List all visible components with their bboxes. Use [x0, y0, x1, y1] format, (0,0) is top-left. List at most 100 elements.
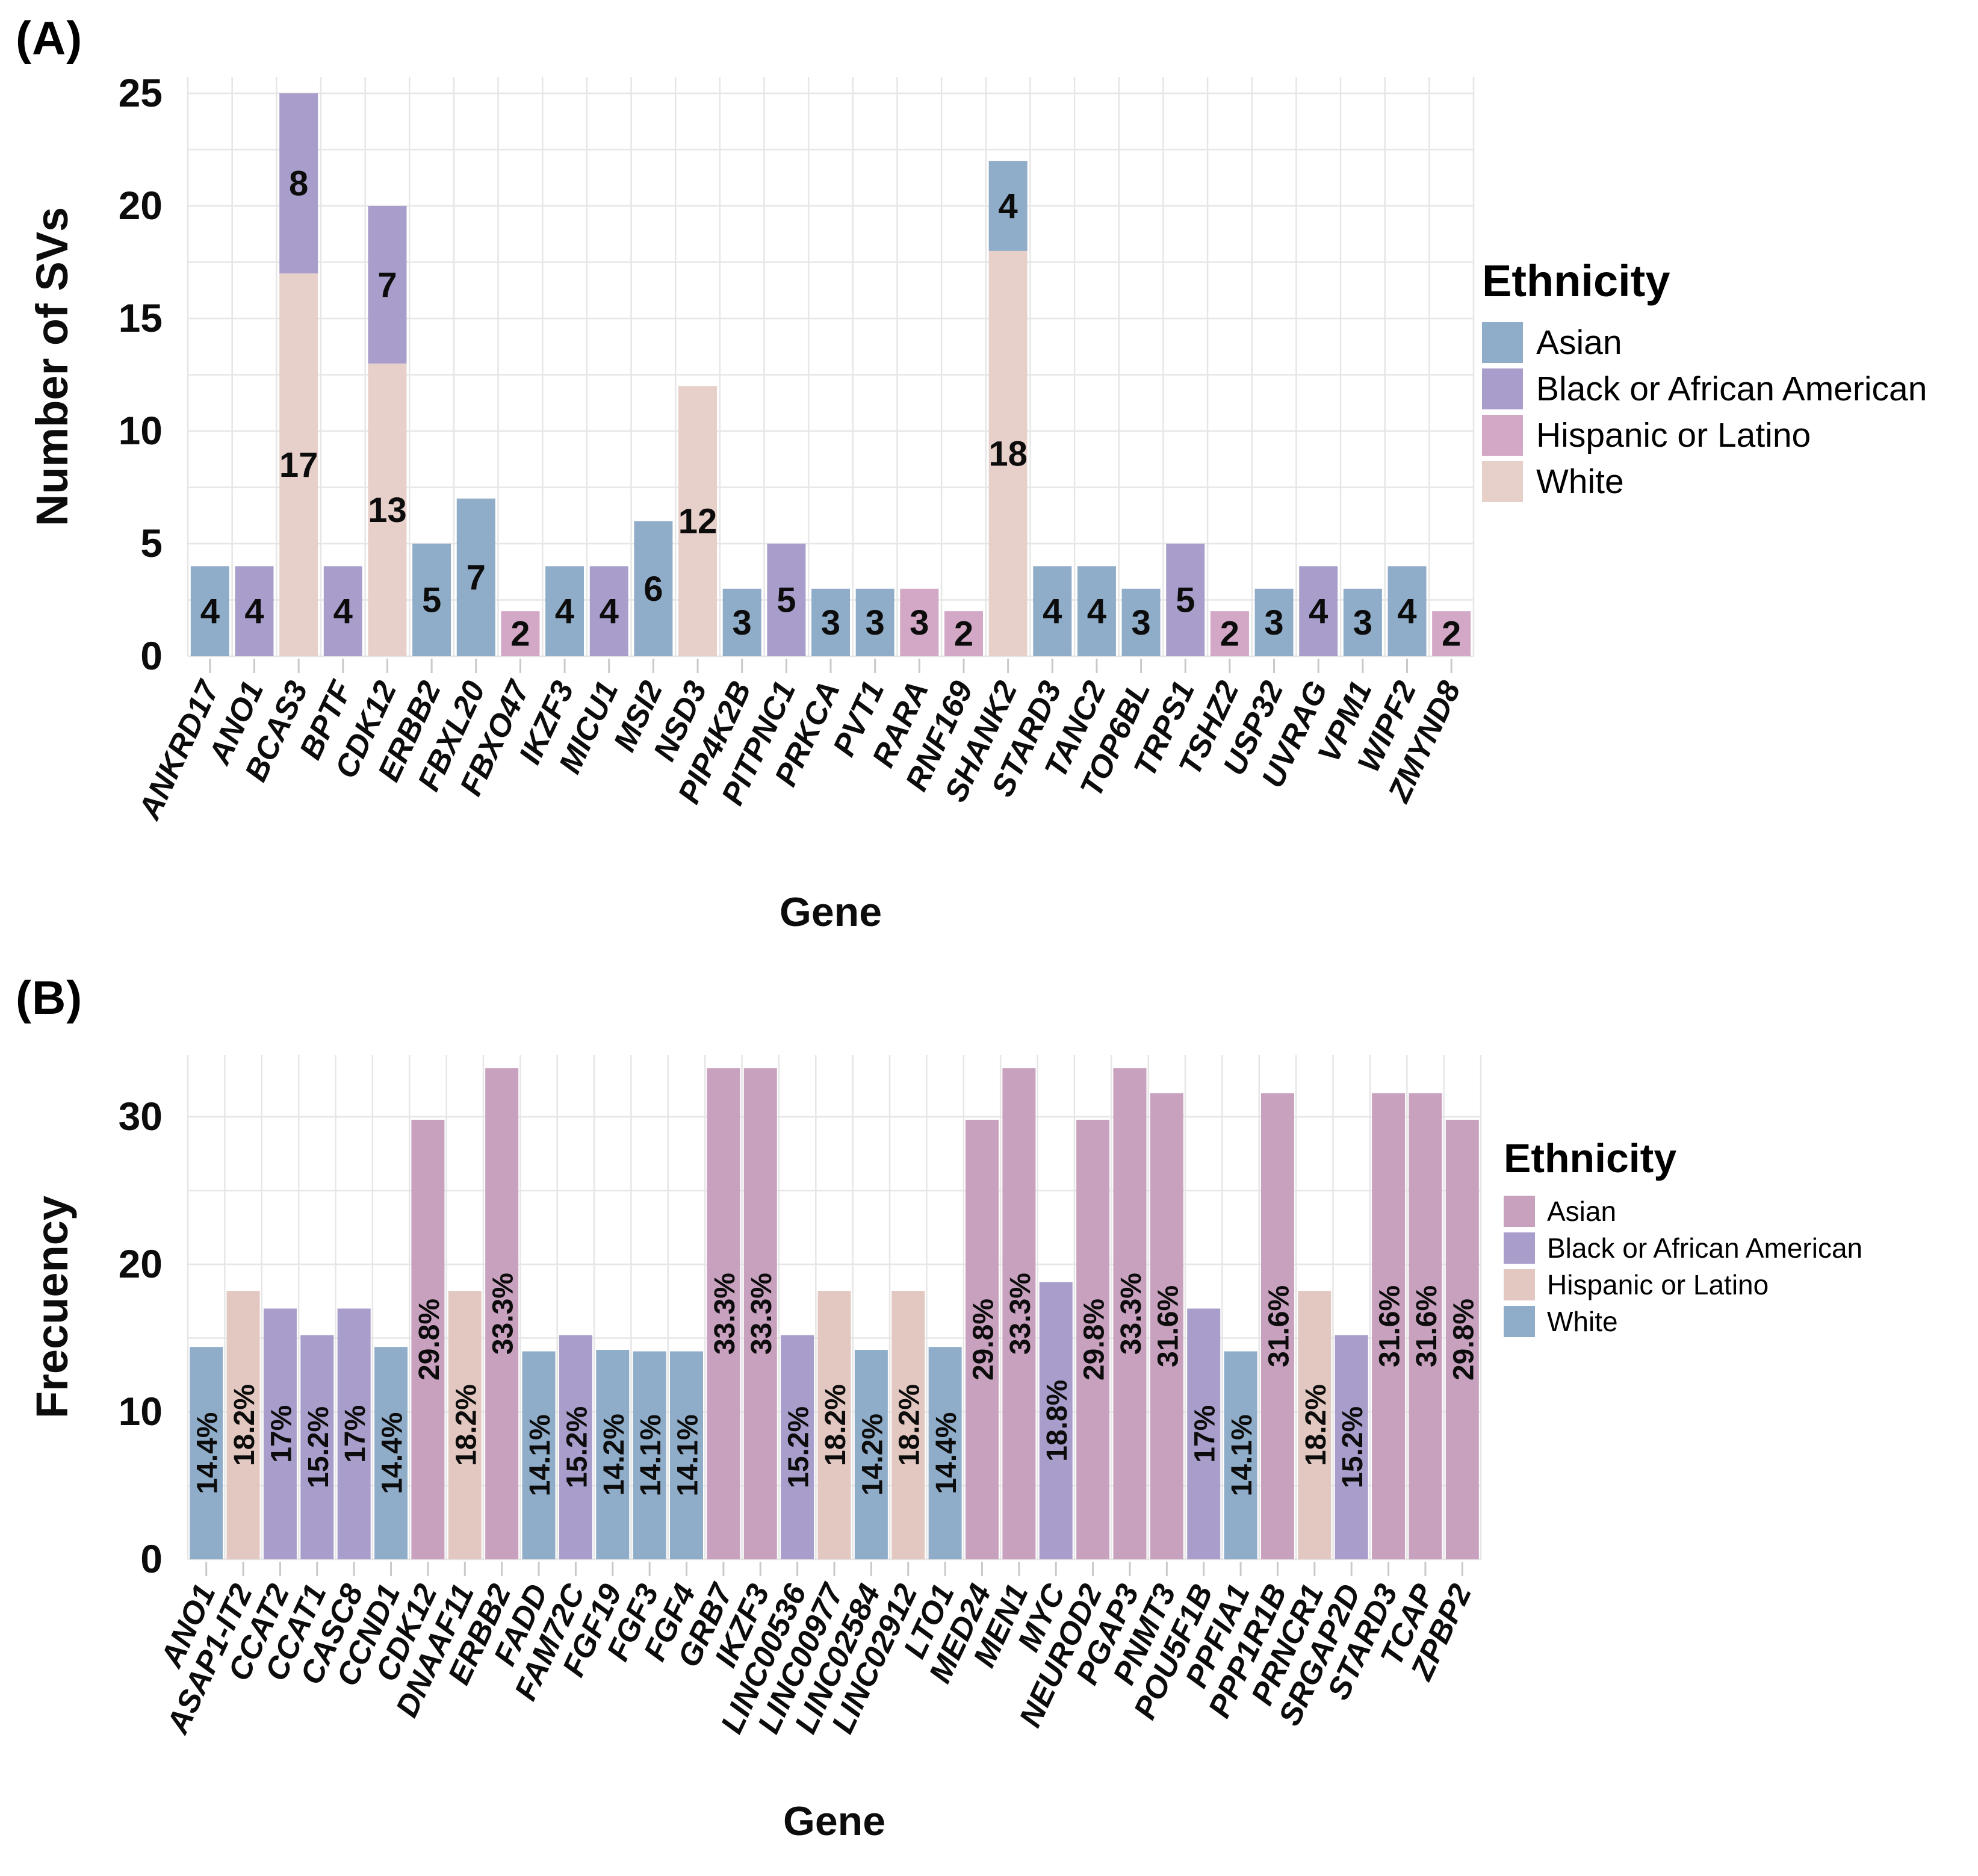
legend-item-label: White	[1536, 462, 1624, 501]
bar-segment	[965, 1119, 999, 1559]
bar-value-label: 4	[200, 592, 220, 631]
legend-item-white: White	[1482, 461, 1927, 502]
bar-segment	[854, 1350, 888, 1559]
x-axis-title: Gene	[780, 889, 882, 935]
black-or-african-american-swatch	[1504, 1232, 1535, 1264]
bar-value-label: 29.8%	[967, 1299, 999, 1381]
bar-segment	[368, 206, 407, 364]
legend-item-label: Asian	[1547, 1196, 1617, 1227]
bar-segment	[190, 566, 229, 656]
bar-value-label: 31.6%	[1411, 1285, 1443, 1367]
bar-value-label: 14.1%	[672, 1414, 704, 1496]
bar-segment	[811, 588, 850, 656]
bar-segment	[300, 1335, 334, 1559]
asian-swatch	[1482, 322, 1523, 363]
bar-value-label: 3	[910, 603, 929, 642]
bar-segment	[279, 273, 318, 656]
bar-value-label: 3	[1131, 603, 1150, 642]
bar-value-label: 33.3%	[488, 1273, 519, 1355]
bar-value-label: 18.2%	[229, 1384, 261, 1466]
bar-value-label: 33.3%	[709, 1273, 741, 1355]
bar-value-label: 4	[998, 187, 1017, 226]
bar-value-label: 18	[988, 434, 1028, 473]
legend-item-white: White	[1504, 1305, 1862, 1338]
bar-segment	[1254, 588, 1294, 656]
bar-segment	[337, 1308, 371, 1559]
bar-value-label: 7	[377, 266, 397, 305]
bar-segment	[368, 363, 407, 656]
y-tick-label: 5	[140, 521, 163, 565]
bar-value-label: 4	[1309, 592, 1328, 631]
bar-value-label: 31.6%	[1152, 1285, 1184, 1367]
white-swatch	[1504, 1306, 1535, 1337]
legend-panel-b: Ethnicity Asian Black or African America…	[1504, 1135, 1862, 1342]
bar-value-label: 6	[643, 570, 663, 609]
bar-value-label: 4	[333, 592, 353, 631]
bar-segment	[263, 1308, 297, 1559]
bar-segment	[855, 588, 894, 656]
bar-value-label: 31.6%	[1263, 1285, 1295, 1367]
bar-value-label: 2	[1442, 615, 1461, 654]
bar-segment	[944, 611, 983, 656]
bar-value-label: 14.1%	[1226, 1414, 1258, 1496]
legend-item-label: Black or African American	[1536, 370, 1927, 408]
legend-item-label: Hispanic or Latino	[1547, 1269, 1769, 1300]
y-tick-label: 30	[119, 1094, 163, 1138]
y-tick-label: 15	[119, 296, 163, 340]
bar-segment	[891, 1291, 925, 1559]
bar-value-label: 18.2%	[1300, 1384, 1332, 1466]
bar-value-label: 15.2%	[1337, 1406, 1369, 1488]
legend-item-asian: Asian	[1482, 322, 1927, 363]
panel-b-tag: (B)	[16, 971, 83, 1024]
bar-segment	[634, 521, 673, 656]
bar-segment	[678, 386, 718, 656]
bar-segment	[928, 1347, 962, 1559]
bar-value-label: 14.2%	[857, 1414, 888, 1496]
bar-segment	[1002, 1068, 1036, 1559]
bar-value-label: 14.4%	[377, 1412, 409, 1494]
bar-value-label: 13	[368, 491, 407, 530]
legend-item-label: White	[1547, 1306, 1618, 1337]
bar-segment	[781, 1335, 814, 1559]
bar-value-label: 15.2%	[783, 1406, 815, 1488]
bar-value-label: 31.6%	[1374, 1285, 1406, 1367]
bar-value-label: 18.8%	[1041, 1380, 1073, 1462]
legend-b-title: Ethnicity	[1504, 1135, 1677, 1181]
y-tick-label: 10	[119, 408, 163, 453]
bar-segment	[1039, 1282, 1073, 1559]
bar-segment	[988, 161, 1028, 251]
bar-value-label: 3	[733, 603, 752, 642]
bar-segment	[1445, 1119, 1479, 1559]
bar-value-label: 14.4%	[931, 1412, 963, 1494]
black-or-african-american-swatch	[1482, 368, 1523, 409]
bar-segment	[235, 566, 274, 656]
bar-segment	[522, 1351, 556, 1559]
bar-value-label: 15.2%	[303, 1406, 335, 1488]
bar-value-label: 4	[600, 592, 619, 631]
bar-value-label: 4	[555, 592, 574, 631]
asian-swatch	[1504, 1196, 1535, 1227]
bar-segment	[1387, 566, 1427, 656]
bar-segment	[1076, 1119, 1110, 1559]
bar-segment	[596, 1350, 630, 1559]
bar-segment	[190, 1347, 223, 1559]
y-tick-label: 20	[119, 183, 163, 228]
bar-value-label: 7	[467, 558, 486, 597]
hispanic-or-latino-swatch	[1482, 415, 1523, 456]
bar-value-label: 2	[1220, 615, 1239, 654]
bar-segment	[1260, 1093, 1294, 1559]
bar-value-label: 33.3%	[746, 1273, 778, 1355]
bar-segment	[1409, 1093, 1442, 1559]
bar-segment	[1121, 588, 1161, 656]
bar-value-label: 12	[678, 502, 718, 541]
bar-segment	[412, 544, 451, 656]
bar-value-label: 14.2%	[598, 1414, 630, 1496]
bar-segment	[743, 1068, 777, 1559]
bar-segment	[900, 588, 939, 656]
bar-value-label: 2	[954, 615, 973, 654]
bar-value-label: 14.1%	[524, 1414, 556, 1496]
bar-segment	[589, 566, 628, 656]
legend-item-label: Black or African American	[1547, 1232, 1863, 1264]
bar-segment	[456, 499, 495, 656]
